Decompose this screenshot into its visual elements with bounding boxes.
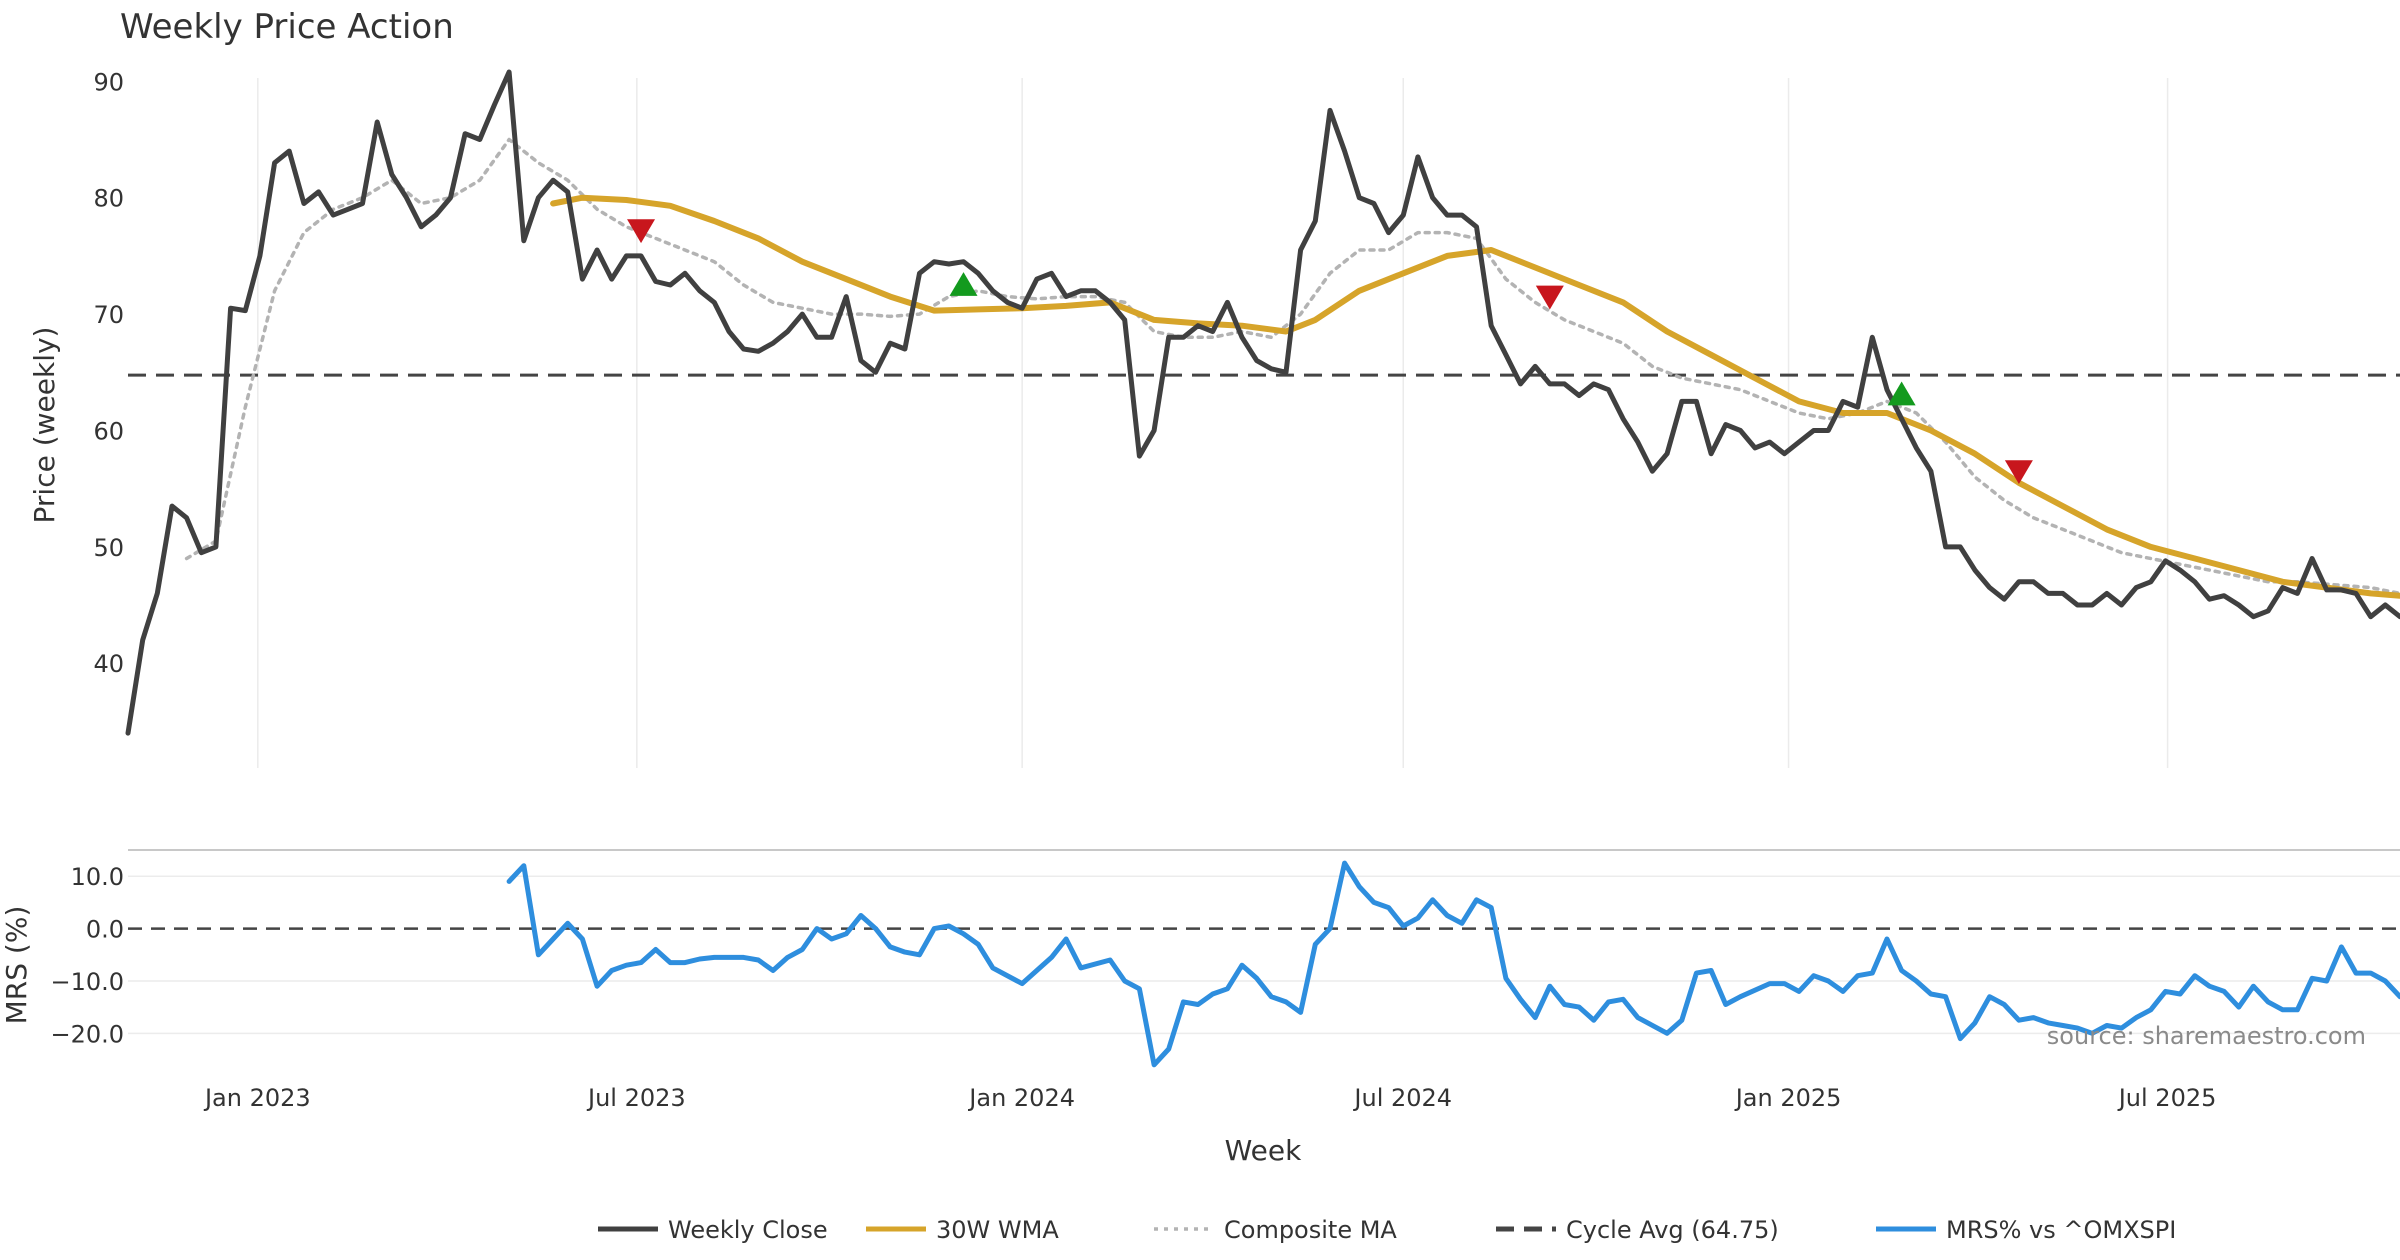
x-tick-label: Jul 2025 [2117, 1084, 2217, 1112]
legend-label: 30W WMA [936, 1216, 1059, 1244]
mrs-y-tick-label: 10.0 [71, 863, 124, 891]
mrs-panel-gridlines [128, 875, 2400, 1035]
mrs-y-tick-label: −10.0 [50, 968, 124, 996]
x-tick-labels: Jan 2023 Jul 2023 Jan 2024 Jul 2024 Jan 2025… [203, 1084, 2216, 1112]
legend: Weekly Close 30W WMA Composite MA Cycle Avg… [598, 1216, 2176, 1244]
legend-item: Composite MA [1154, 1216, 1397, 1244]
signal-marker-down [2004, 460, 2033, 485]
price-y-tick-label: 70 [93, 301, 124, 329]
signal-marker-up [949, 272, 978, 296]
series-line-weekly-close [125, 69, 2400, 736]
price-y-axis-label: Price (weekly) [28, 327, 61, 524]
x-axis-label: Week [1225, 1134, 1302, 1167]
chart-title: Weekly Price Action [120, 7, 454, 47]
price-y-tick-labels: 40 50 60 70 80 90 [93, 68, 124, 678]
mrs-y-axis-label: MRS (%) [0, 906, 33, 1025]
legend-label: MRS% vs ^OMXSPI [1946, 1216, 2176, 1244]
signal-marker-down [1535, 285, 1564, 310]
signal-marker-up [1887, 381, 1916, 406]
price-y-tick-label: 60 [93, 417, 124, 445]
legend-item: 30W WMA [866, 1216, 1059, 1244]
x-tick-label: Jan 2024 [967, 1084, 1075, 1112]
source-note: source: sharemaestro.com [2047, 1022, 2366, 1050]
legend-item: Weekly Close [598, 1216, 828, 1244]
series-line-composite-ma [184, 137, 2400, 596]
series-line-mrs [506, 860, 2400, 1068]
x-tick-label: Jul 2023 [586, 1084, 686, 1112]
price-y-tick-label: 40 [93, 650, 124, 678]
signal-markers [627, 219, 2033, 485]
mrs-y-tick-label: −20.0 [50, 1020, 124, 1048]
price-y-tick-label: 50 [93, 534, 124, 562]
price-y-tick-label: 90 [93, 68, 124, 96]
legend-label: Composite MA [1224, 1216, 1397, 1244]
mrs-series-lines [506, 860, 2400, 1068]
mrs-y-tick-labels: 10.0 0.0 −10.0 −20.0 [50, 863, 124, 1048]
mrs-y-tick-label: 0.0 [86, 916, 124, 944]
legend-label: Cycle Avg (64.75) [1566, 1216, 1779, 1244]
series-line-30w-wma [550, 194, 2400, 599]
legend-item: Cycle Avg (64.75) [1496, 1216, 1779, 1244]
price-series-lines [125, 69, 2400, 736]
x-tick-label: Jan 2025 [1734, 1084, 1842, 1112]
x-tick-label: Jul 2024 [1352, 1084, 1452, 1112]
price-panel-gridlines [257, 78, 2169, 768]
x-tick-label: Jan 2023 [203, 1084, 311, 1112]
legend-label: Weekly Close [668, 1216, 828, 1244]
price-y-tick-label: 80 [93, 185, 124, 213]
legend-item: MRS% vs ^OMXSPI [1876, 1216, 2176, 1244]
signal-marker-down [627, 219, 656, 244]
